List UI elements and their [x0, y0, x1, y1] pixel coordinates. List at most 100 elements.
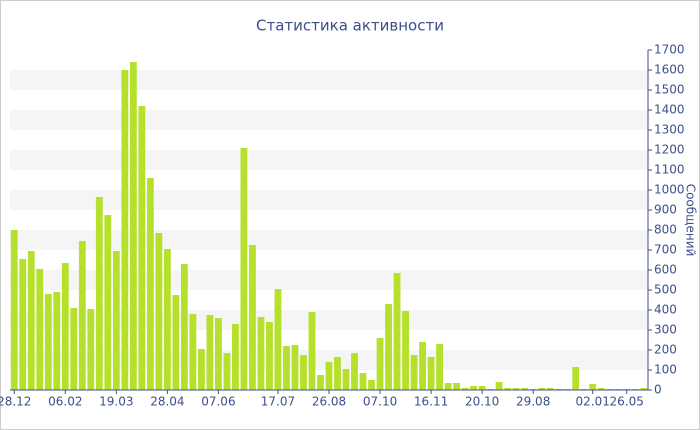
y-tick-label: 1100 — [654, 163, 685, 177]
bar — [376, 338, 384, 390]
bar — [402, 311, 409, 390]
bar — [223, 353, 231, 390]
x-tick-label: 26.05 — [610, 395, 644, 409]
bar — [146, 178, 154, 390]
x-tick-label: 20.10 — [465, 395, 499, 409]
bar — [521, 388, 529, 390]
chart-title: Статистика активности — [256, 17, 444, 35]
bar — [419, 342, 426, 390]
bar — [266, 322, 273, 390]
x-tick-label: 06.02 — [48, 395, 82, 409]
bar — [538, 388, 546, 390]
bar — [495, 382, 503, 390]
y-tick-label: 100 — [654, 363, 677, 377]
bar — [589, 384, 597, 390]
bar — [393, 273, 401, 390]
bar — [427, 357, 435, 390]
x-tick-label: 16.11 — [414, 395, 448, 409]
bar — [342, 369, 350, 390]
y-tick-label: 0 — [654, 383, 662, 397]
x-tick-label: 17.07 — [261, 395, 295, 409]
grid-band — [10, 190, 648, 210]
bar — [129, 62, 137, 390]
y-axis-title: Сообщений — [684, 184, 698, 257]
x-tick-label: 07.10 — [363, 395, 397, 409]
y-tick-label: 500 — [654, 283, 677, 297]
bar — [249, 245, 256, 390]
bar — [138, 106, 146, 390]
bar — [300, 355, 307, 390]
bar — [325, 362, 333, 390]
bar — [163, 249, 171, 390]
y-tick-label: 300 — [654, 323, 677, 337]
x-tick-label: 19.03 — [99, 395, 133, 409]
x-tick-label: 29.08 — [516, 395, 550, 409]
y-tick-label: 700 — [654, 243, 677, 257]
bar — [155, 233, 163, 390]
bar — [283, 346, 290, 390]
bar — [121, 70, 129, 390]
bar — [308, 312, 316, 390]
bar — [385, 304, 392, 390]
bar — [478, 386, 486, 390]
grid-band — [10, 70, 648, 90]
y-tick-label: 1200 — [654, 143, 685, 157]
y-tick-label: 900 — [654, 203, 677, 217]
bar — [317, 375, 324, 390]
x-tick-label: 28.12 — [0, 395, 31, 409]
bar — [53, 292, 61, 390]
x-tick-label: 28.04 — [150, 395, 184, 409]
bar — [640, 388, 648, 390]
bar — [61, 263, 69, 390]
bar — [410, 355, 418, 390]
bar — [27, 251, 35, 390]
bar — [257, 317, 265, 390]
bar — [104, 215, 112, 390]
bar — [504, 388, 512, 390]
bar — [70, 308, 78, 390]
x-tick-label: 07.06 — [201, 395, 235, 409]
bar — [232, 324, 239, 390]
bar — [597, 388, 605, 390]
y-tick-label: 200 — [654, 343, 677, 357]
y-tick-label: 1500 — [654, 83, 685, 97]
x-tick-label: 02.01 — [576, 395, 610, 409]
grid-band — [10, 150, 648, 170]
bar — [78, 241, 86, 390]
bar — [10, 230, 18, 390]
bar — [291, 345, 299, 390]
bar — [470, 386, 478, 390]
bar — [368, 380, 375, 390]
bar — [572, 367, 580, 390]
bar — [546, 388, 554, 390]
y-tick-label: 800 — [654, 223, 677, 237]
grid-band — [10, 110, 648, 130]
bar — [44, 294, 52, 390]
bar — [351, 353, 358, 390]
bar — [240, 148, 248, 390]
bar — [359, 373, 367, 390]
bar — [19, 259, 27, 390]
bar — [112, 251, 120, 390]
bar — [334, 357, 341, 390]
y-tick-label: 600 — [654, 263, 677, 277]
bar — [87, 309, 95, 390]
x-tick-label: 26.08 — [312, 395, 346, 409]
bar — [206, 315, 214, 390]
bar — [189, 314, 197, 390]
grid-band — [10, 230, 648, 250]
bar — [215, 318, 222, 390]
y-tick-label: 1000 — [654, 183, 685, 197]
bar — [95, 197, 103, 390]
bar — [461, 388, 469, 390]
bar — [180, 264, 188, 390]
y-tick-label: 400 — [654, 303, 677, 317]
bar — [172, 295, 180, 390]
bar — [436, 344, 443, 390]
y-tick-label: 1300 — [654, 123, 685, 137]
y-tick-label: 1600 — [654, 63, 685, 77]
bar — [453, 383, 461, 390]
bar — [274, 289, 282, 390]
bar — [197, 349, 205, 390]
